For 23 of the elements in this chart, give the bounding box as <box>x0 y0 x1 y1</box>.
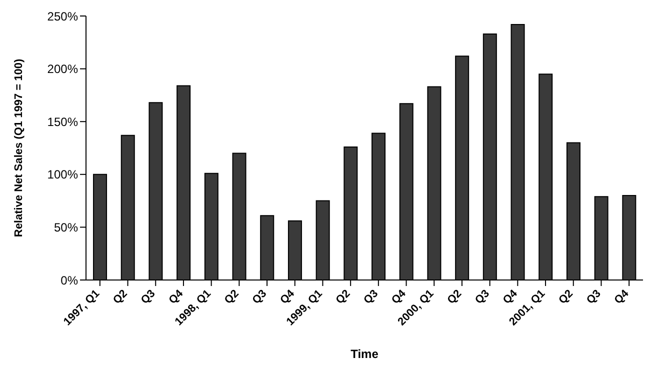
x-axis-title: Time <box>350 347 379 361</box>
x-tick-label: Q4 <box>390 287 410 307</box>
x-tick-label: Q4 <box>612 287 632 307</box>
y-tick-label: 150% <box>47 114 78 129</box>
x-tick-label: Q3 <box>362 288 381 307</box>
y-tick-label: 50% <box>54 220 78 234</box>
x-tick-label: Q3 <box>473 288 492 307</box>
y-tick-label: 200% <box>47 62 78 76</box>
x-tick-label: Q2 <box>222 288 242 307</box>
x-tick-label: Q2 <box>445 288 464 307</box>
y-tick-label: 0% <box>60 273 78 288</box>
x-tick-label: Q4 <box>278 287 298 307</box>
x-tick-label: Q2 <box>334 288 353 307</box>
x-tick-label: Q2 <box>111 288 130 307</box>
x-tick-label: Q3 <box>250 288 270 307</box>
x-tick-label: Q3 <box>138 288 158 307</box>
x-tick-label: Q3 <box>584 288 604 307</box>
x-tick-label: Q4 <box>166 287 186 307</box>
x-tick-label: Q2 <box>556 288 576 307</box>
x-tick-label: Q4 <box>500 287 520 307</box>
y-tick-label: 250% <box>47 9 78 24</box>
y-tick-label: 100% <box>47 168 78 182</box>
y-axis-title: Relative Net Sales (Q1 1997 = 100) <box>12 58 25 238</box>
